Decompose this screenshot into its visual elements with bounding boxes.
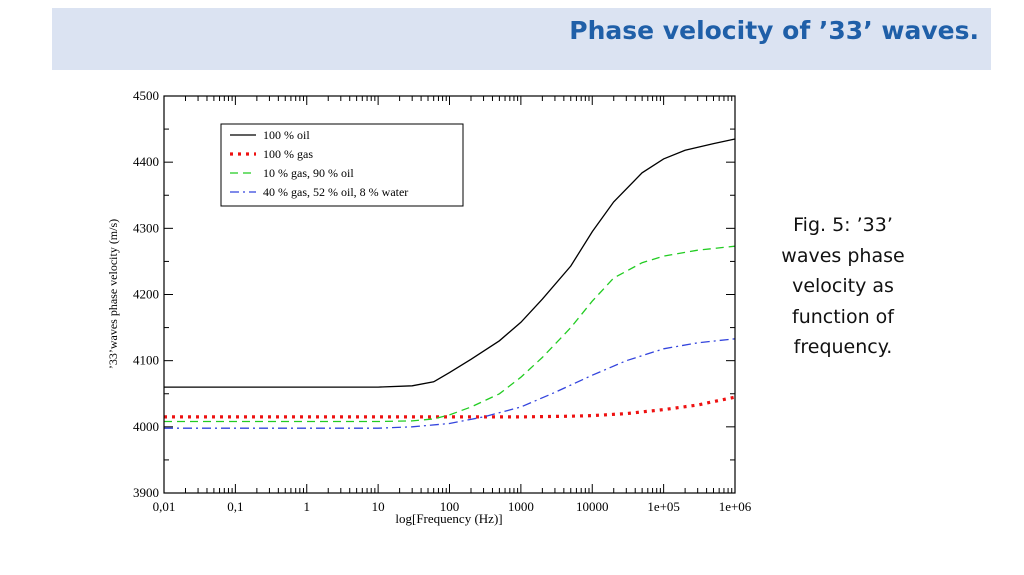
x-tick-label: 1000 bbox=[508, 499, 534, 514]
legend-label-40-gas-52-oil-8-water: 40 % gas, 52 % oil, 8 % water bbox=[263, 185, 408, 199]
series-line-100-oil bbox=[164, 138, 736, 388]
figure-caption: Fig. 5: ’33’ waves phase velocity as fun… bbox=[781, 214, 905, 358]
plot-frame bbox=[163, 95, 736, 494]
x-tick-label: 1e+06 bbox=[719, 499, 752, 514]
x-tick-label: 10 bbox=[372, 499, 385, 514]
x-tick-label: 1e+05 bbox=[647, 499, 680, 514]
title-banner: Phase velocity of ’33’ waves. bbox=[52, 8, 991, 70]
y-tick-label: 4500 bbox=[133, 88, 159, 103]
x-tick-label: 1 bbox=[304, 499, 311, 514]
y-axis-label: ’33’waves phase velocity (m/s) bbox=[106, 219, 120, 369]
y-tick-label: 4100 bbox=[133, 353, 159, 368]
y-tick-label: 4300 bbox=[133, 220, 159, 235]
y-tick-label: 4400 bbox=[133, 154, 159, 169]
legend-label-100-oil: 100 % oil bbox=[263, 128, 310, 142]
x-tick-label: 100 bbox=[440, 499, 460, 514]
series-line-40-gas-52-oil-8-water bbox=[164, 338, 736, 429]
legend-label-10-gas-90-oil: 10 % gas, 90 % oil bbox=[263, 166, 354, 180]
x-tick-label: 0,01 bbox=[153, 499, 176, 514]
legend-entries: 100 % oil 100 % gas 10 % gas, 90 % oil 40 %… bbox=[230, 128, 408, 199]
y-tick-label: 3900 bbox=[133, 485, 159, 500]
slide-title: Phase velocity of ’33’ waves. bbox=[569, 16, 979, 45]
series-line-100-gas bbox=[164, 395, 736, 419]
chart-series bbox=[164, 138, 736, 429]
x-axis-label: log[Frequency (Hz)] bbox=[395, 511, 502, 526]
series-line-10-gas-90-oil bbox=[164, 245, 736, 423]
legend-label-100-gas: 100 % gas bbox=[263, 147, 313, 161]
legend-box bbox=[220, 123, 464, 207]
tick-labels: 0,01 0,1 1 10 100 1000 10000 1e+05 1e+06 3900 4000… bbox=[133, 88, 752, 514]
y-tick-label: 4200 bbox=[133, 287, 159, 302]
y-tick-label: 4000 bbox=[133, 419, 159, 434]
legend: 100 % oil 100 % gas 10 % gas, 90 % oil 40 %… bbox=[220, 123, 464, 207]
x-tick-label: 0,1 bbox=[227, 499, 243, 514]
x-tick-label: 10000 bbox=[576, 499, 609, 514]
